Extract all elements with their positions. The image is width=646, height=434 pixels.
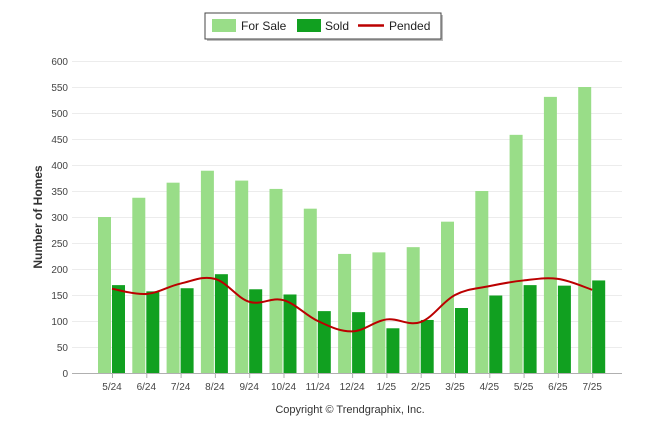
x-tick-label: 3/25 <box>445 382 465 393</box>
x-tick-label: 8/24 <box>205 382 225 393</box>
x-tick-label: 7/24 <box>171 382 191 393</box>
copyright-text: Copyright © Trendgraphix, Inc. <box>275 404 424 416</box>
bar-for-sale <box>303 208 317 373</box>
bar-for-sale <box>166 182 180 373</box>
bar-sold <box>489 295 503 373</box>
x-tick-label: 10/24 <box>271 382 296 393</box>
bar-sold <box>180 288 194 373</box>
bar-for-sale <box>235 180 249 373</box>
legend-swatch-for-sale <box>212 19 236 32</box>
bar-for-sale <box>372 252 386 373</box>
legend-swatch-sold <box>297 19 321 32</box>
y-tick-label: 500 <box>51 109 68 120</box>
y-tick-label: 200 <box>51 265 68 276</box>
legend: For Sale Sold Pended <box>204 12 443 41</box>
bar-for-sale <box>543 96 557 373</box>
y-tick-label: 250 <box>51 239 68 250</box>
bar-sold <box>214 274 228 373</box>
y-axis-title: Number of Homes <box>31 165 45 269</box>
x-tick-label: 2/25 <box>411 382 431 393</box>
y-tick-label: 100 <box>51 317 68 328</box>
y-tick-label: 150 <box>51 291 68 302</box>
x-tick-label: 6/24 <box>137 382 157 393</box>
bar-for-sale <box>269 188 283 373</box>
x-tick-label: 7/25 <box>582 382 602 393</box>
y-tick-label: 600 <box>51 57 68 68</box>
bar-for-sale <box>406 247 420 373</box>
bar-sold <box>557 285 571 373</box>
legend-label-pended: Pended <box>389 19 430 33</box>
x-tick-label: 5/24 <box>102 382 122 393</box>
legend-label-sold: Sold <box>325 19 349 33</box>
y-tick-label: 350 <box>51 187 68 198</box>
y-axis-ticks: 0 50 100 150 200 250 300 350 400 450 500 550 600 <box>51 57 68 380</box>
y-tick-label: 550 <box>51 83 68 94</box>
y-tick-label: 450 <box>51 135 68 146</box>
pended-line-group <box>111 276 593 333</box>
bar-sold <box>249 289 263 373</box>
bar-sold <box>386 328 400 373</box>
pended-line <box>111 276 593 333</box>
bar-sold <box>283 294 297 373</box>
bars <box>98 87 606 373</box>
x-axis-ticks: 5/24 6/24 7/24 8/24 9/24 10/24 11/24 12/24 1/25 2… <box>102 373 602 393</box>
bar-sold <box>592 280 606 373</box>
bar-sold <box>112 285 125 373</box>
x-tick-label: 1/25 <box>377 382 397 393</box>
legend-box <box>204 12 442 40</box>
bar-for-sale <box>475 191 489 373</box>
y-tick-label: 0 <box>62 369 68 380</box>
bar-for-sale <box>338 253 352 373</box>
x-tick-label: 4/25 <box>480 382 500 393</box>
x-tick-label: 12/24 <box>340 382 365 393</box>
y-tick-label: 300 <box>51 213 68 224</box>
bar-for-sale <box>132 197 146 373</box>
bar-for-sale <box>200 170 214 373</box>
bar-sold <box>523 285 537 373</box>
legend-label-for-sale: For Sale <box>241 19 287 33</box>
bar-sold <box>420 319 434 373</box>
bar-sold <box>317 311 331 373</box>
x-tick-label: 9/24 <box>239 382 259 393</box>
x-tick-label: 5/25 <box>514 382 534 393</box>
bar-for-sale <box>578 87 592 373</box>
x-tick-label: 11/24 <box>306 382 331 393</box>
y-tick-label: 400 <box>51 161 68 172</box>
x-tick-label: 6/25 <box>548 382 568 393</box>
bar-sold <box>352 312 366 373</box>
y-tick-label: 50 <box>57 343 69 354</box>
bar-sold <box>455 308 468 373</box>
bar-for-sale <box>509 134 523 373</box>
bar-for-sale <box>98 217 111 373</box>
bar-sold <box>146 291 160 373</box>
bar-for-sale <box>441 221 454 373</box>
